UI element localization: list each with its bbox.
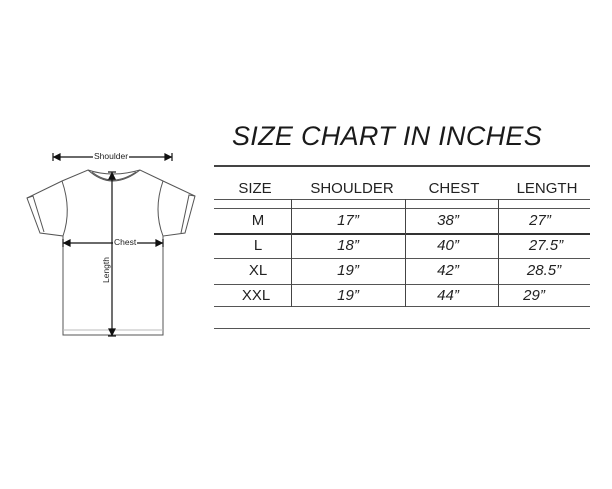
header-shoulder: SHOULDER xyxy=(310,180,394,197)
length-cell: 29” xyxy=(523,287,545,304)
header-size: SIZE xyxy=(238,180,272,197)
divider xyxy=(405,199,406,307)
divider xyxy=(214,306,590,307)
length-cell: 27.5” xyxy=(528,237,564,254)
divider xyxy=(498,199,499,307)
size-cell: XL xyxy=(248,262,268,279)
divider xyxy=(214,258,590,259)
shoulder-cell: 18” xyxy=(337,237,359,254)
divider xyxy=(214,328,590,329)
size-cell: M xyxy=(251,212,265,229)
shoulder-cell: 19” xyxy=(337,287,359,304)
divider xyxy=(214,165,590,167)
chart-title: SIZE CHART IN INCHES xyxy=(232,121,543,151)
header-chest: CHEST xyxy=(428,180,480,197)
tshirt-diagram xyxy=(26,153,196,337)
length-cell: 28.5” xyxy=(526,262,562,279)
length-cell: 27” xyxy=(529,212,551,229)
chest-cell: 44” xyxy=(437,287,459,304)
divider xyxy=(214,208,590,209)
shoulder-cell: 19” xyxy=(337,262,359,279)
length-label: Length xyxy=(101,256,111,284)
shoulder-cell: 17” xyxy=(337,212,359,229)
divider xyxy=(214,233,590,235)
header-length: LENGTH xyxy=(516,180,578,197)
chest-cell: 42” xyxy=(437,262,459,279)
chest-label: Chest xyxy=(113,237,138,247)
divider xyxy=(291,199,292,307)
divider xyxy=(214,199,590,200)
tshirt-outline xyxy=(26,169,196,336)
shoulder-label: Shoulder xyxy=(93,151,130,161)
divider xyxy=(214,284,590,285)
chest-cell: 38” xyxy=(437,212,459,229)
size-cell: XXL xyxy=(241,287,271,304)
chest-cell: 40” xyxy=(437,237,459,254)
size-cell: L xyxy=(253,237,263,254)
